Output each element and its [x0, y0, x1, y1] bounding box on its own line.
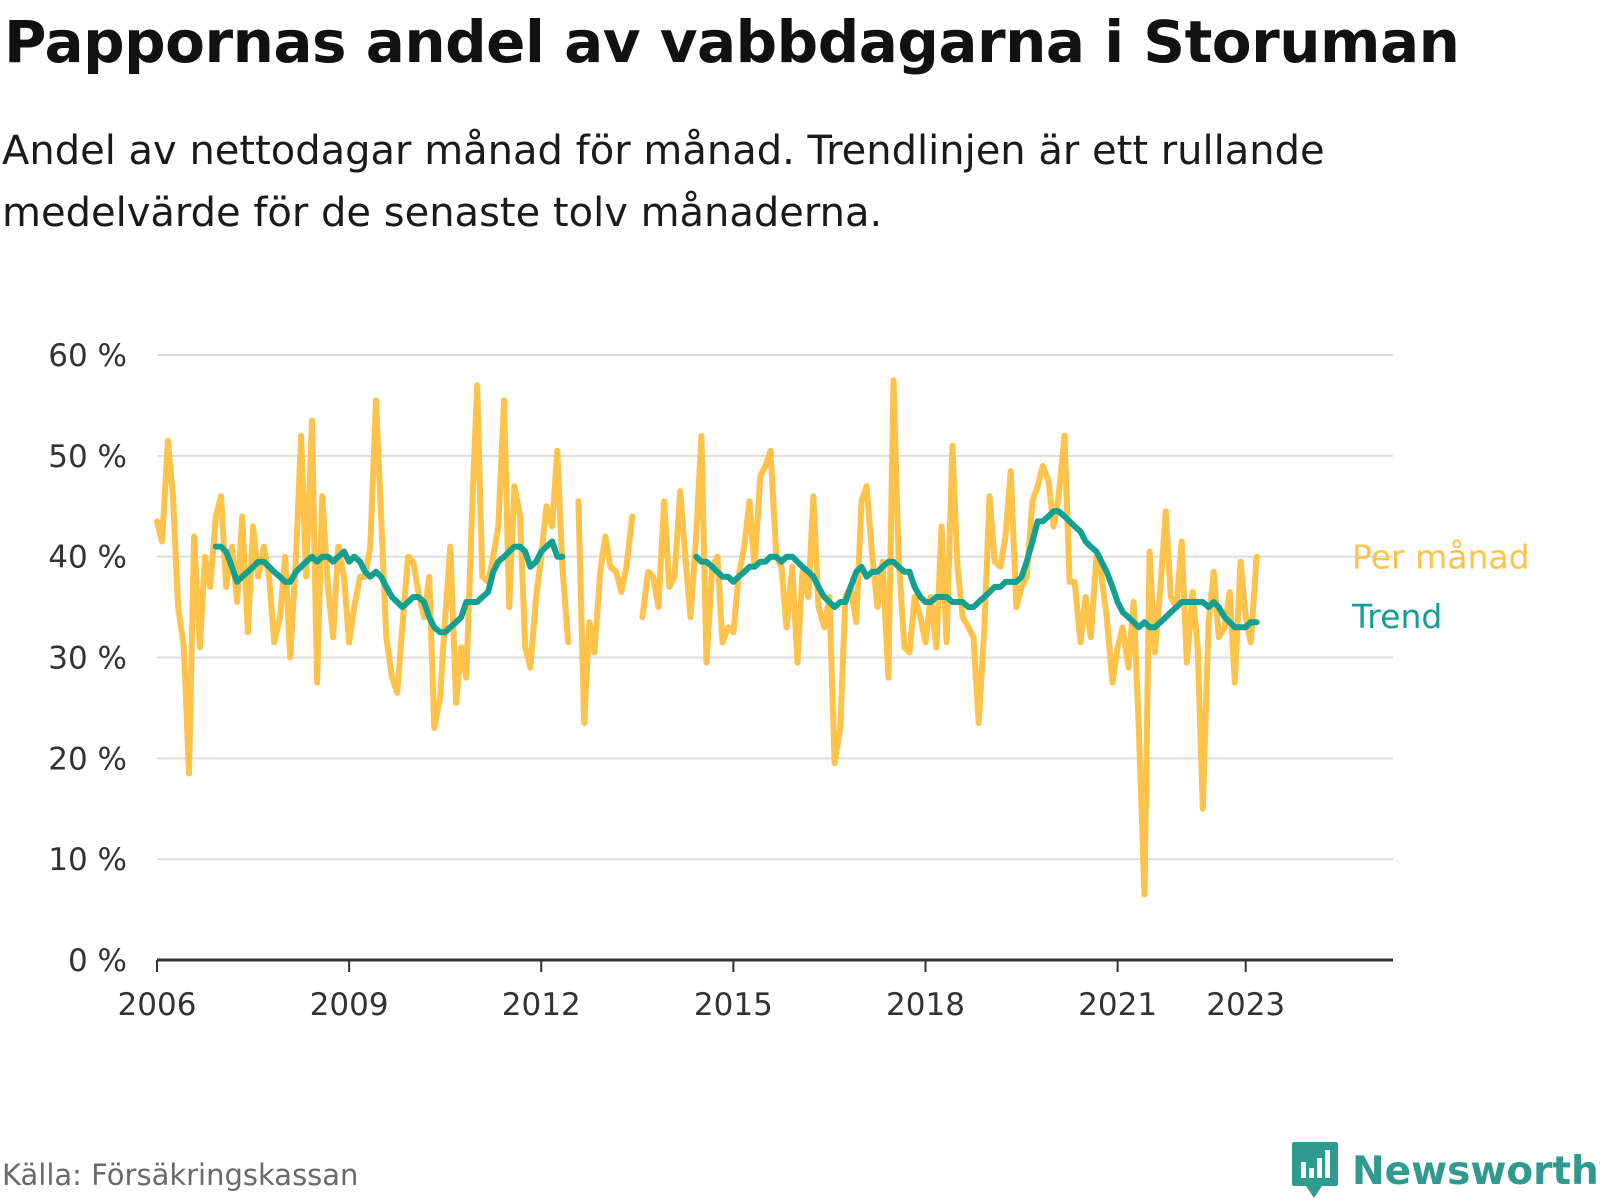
x-tick-label: 2009 — [310, 987, 389, 1023]
chart-subtitle: Andel av nettodagar månad för månad. Tre… — [2, 128, 1325, 236]
x-tick-label: 2006 — [118, 987, 197, 1023]
y-tick-label: 10 % — [48, 842, 127, 878]
series-labels: Per månad Trend — [1351, 538, 1530, 637]
y-tick-label: 40 % — [48, 540, 127, 576]
y-tick-label: 60 % — [48, 338, 127, 374]
x-tick-label: 2023 — [1206, 987, 1285, 1023]
y-tick-label: 30 % — [48, 641, 127, 677]
x-tick-label: 2018 — [886, 987, 965, 1023]
x-axis-ticks: 2006 2009 2012 2015 2018 2021 2023 — [118, 960, 1285, 1023]
y-tick-label: 50 % — [48, 439, 127, 475]
monthly-series-label: Per månad — [1352, 538, 1530, 577]
brand-name: Newsworthy — [1352, 1148, 1600, 1194]
y-tick-label: 20 % — [48, 741, 127, 777]
trend-series-line — [693, 508, 1260, 631]
y-tick-label: 0 % — [68, 943, 127, 979]
newsworthy-logo-icon — [1292, 1142, 1338, 1198]
monthly-series-line — [154, 382, 572, 777]
chart-title: Pappornas andel av vabbdagarna i Storuma… — [4, 8, 1460, 76]
x-tick-label: 2012 — [502, 987, 581, 1023]
y-axis-ticks: 0 % 10 % 20 % 30 % 40 % 50 % 60 % — [48, 338, 127, 979]
brand[interactable]: Newsworthy — [1290, 1140, 1600, 1202]
trend-series-line — [212, 538, 566, 636]
trend-series-label: Trend — [1351, 597, 1442, 636]
monthly-series-line — [639, 377, 1260, 898]
x-tick-label: 2021 — [1078, 987, 1157, 1023]
x-tick-label: 2015 — [694, 987, 773, 1023]
monthly-series-line — [575, 498, 636, 726]
source-note: Källa: Försäkringskassan — [2, 1158, 359, 1192]
series-lines — [154, 377, 1260, 898]
